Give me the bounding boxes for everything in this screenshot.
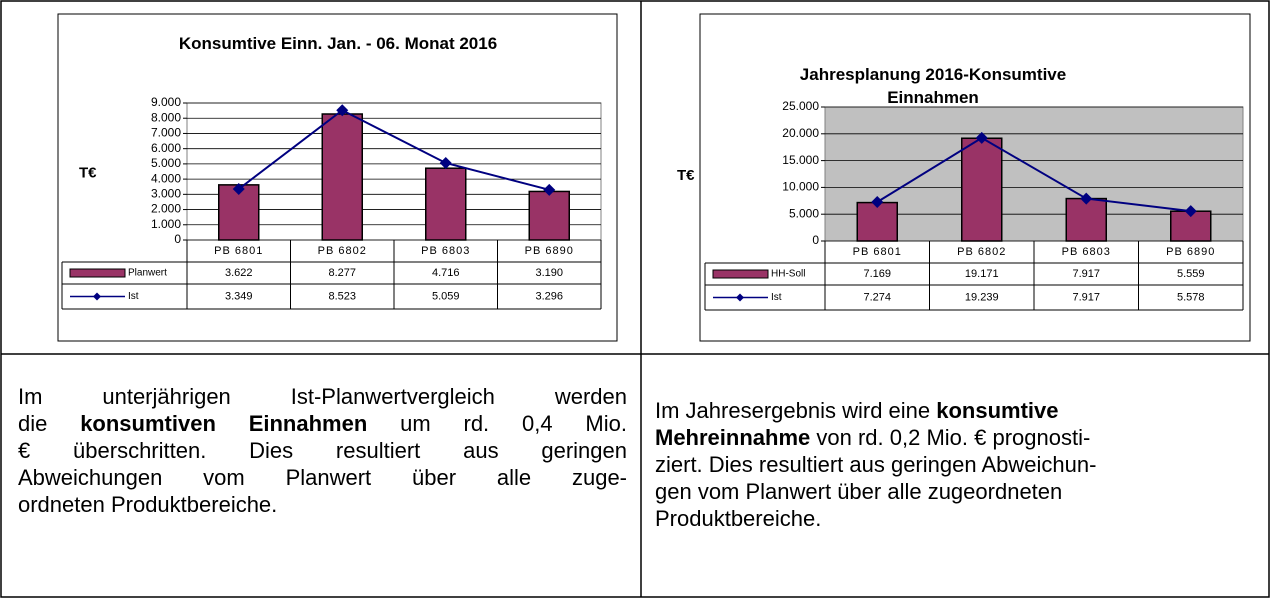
y-tick-label: 15.000: [782, 153, 819, 167]
chart-title: Jahresplanung 2016-Konsumtive Einnahmen: [799, 65, 1067, 107]
text: die: [18, 411, 81, 436]
data-label: 19.239: [965, 291, 999, 303]
category-label: PB 6890: [1166, 246, 1215, 258]
text: € überschritten. Dies resultiert aus ger…: [18, 438, 627, 463]
data-label: 7.274: [863, 291, 891, 303]
line-marker: [1080, 192, 1093, 205]
data-label: 7.917: [1072, 291, 1100, 303]
y-tick-label: 1.000: [151, 217, 181, 231]
y-tick-label: 0: [812, 233, 819, 247]
y-tick-label: 25.000: [782, 99, 819, 113]
text-line: ziert. Dies resultiert aus geringen Abwe…: [655, 451, 1255, 478]
text-line: Abweichungen vom Planwert über alle zuge…: [18, 464, 627, 491]
category-label: PB 6803: [421, 245, 470, 257]
y-tick-label: 0: [174, 232, 181, 246]
bold-text: konsumtiven Einnahmen: [80, 411, 368, 436]
text-line: Mehreinnahme von rd. 0,2 Mio. € prognost…: [655, 424, 1255, 451]
bar: [961, 137, 1003, 242]
legend-marker: [736, 293, 744, 302]
data-label: 8.277: [328, 267, 356, 279]
text: ziert. Dies resultiert aus geringen Abwe…: [655, 452, 1097, 477]
data-label: 3.296: [535, 290, 563, 302]
line-marker: [232, 183, 245, 196]
text-line: Im unterjährigen Ist-Planwertvergleich w…: [18, 383, 627, 410]
text-line: gen vom Planwert über alle zugeordneten: [655, 478, 1255, 505]
chart-title: Konsumtive Einn. Jan. - 06. Monat 2016: [178, 34, 498, 53]
data-label: 3.349: [225, 290, 253, 302]
line: [238, 109, 550, 191]
y-tick-label: 7.000: [151, 126, 181, 140]
text: gen vom Planwert über alle zugeordneten: [655, 479, 1063, 504]
y-tick-label: 6.000: [151, 141, 181, 155]
y-tick-label: 2.000: [151, 202, 181, 216]
data-label: 4.716: [432, 267, 460, 279]
data-label: 19.171: [965, 268, 999, 280]
category-label: PB 6801: [214, 245, 263, 257]
y-tick-label: 4.000: [151, 171, 181, 185]
data-label: 5.578: [1177, 291, 1205, 303]
line: [876, 136, 1191, 213]
text: Im Jahresergebnis wird eine: [655, 398, 937, 423]
category-label: PB 6890: [525, 245, 574, 257]
data-label: 3.190: [535, 267, 563, 279]
text-line: Im Jahresergebnis wird eine konsumtive: [655, 397, 1255, 424]
bar: [528, 190, 570, 241]
text-line: ordneten Produktbereiche.: [18, 491, 627, 518]
legend-label: Ist: [128, 291, 139, 302]
bar: [856, 201, 898, 242]
category-label: PB 6803: [1062, 246, 1111, 258]
text: Im unterjährigen Ist-Planwertvergleich w…: [18, 384, 627, 409]
data-label: 7.169: [863, 268, 891, 280]
text: von rd. 0,2 Mio. € prognosti-: [810, 425, 1091, 450]
left-paragraph: Im unterjährigen Ist-Planwertvergleich w…: [18, 383, 627, 518]
legend-marker: [93, 292, 101, 301]
bold-text: Mehreinnahme: [655, 425, 811, 450]
line-marker: [543, 183, 556, 196]
line-marker: [975, 131, 988, 144]
text-line: € überschritten. Dies resultiert aus ger…: [18, 437, 627, 464]
line-marker: [1184, 205, 1197, 218]
y-tick-label: 5.000: [151, 156, 181, 170]
line-marker: [871, 196, 884, 209]
right-paragraph: Im Jahresergebnis wird eine konsumtive Me…: [655, 397, 1255, 532]
text: um rd. 0,4 Mio.: [367, 411, 627, 436]
bold-text: konsumtive: [936, 398, 1059, 423]
category-label: PB 6801: [853, 246, 902, 258]
y-tick-label: 9.000: [151, 95, 181, 109]
category-label: PB 6802: [957, 246, 1006, 258]
text: ordneten Produktbereiche.: [18, 492, 278, 517]
bar: [425, 167, 467, 241]
y-axis-label: T€: [79, 164, 97, 181]
y-tick-label: 10.000: [782, 180, 819, 194]
data-label: 3.622: [225, 267, 253, 279]
legend-label: Ist: [771, 292, 782, 303]
data-label: 5.059: [432, 290, 460, 302]
y-axis-label: T€: [677, 167, 695, 184]
y-tick-label: 5.000: [789, 206, 819, 220]
y-tick-label: 3.000: [151, 187, 181, 201]
y-tick-label: 8.000: [151, 110, 181, 124]
line-marker: [336, 104, 349, 117]
legend-swatch: [712, 269, 769, 279]
bar: [1065, 197, 1107, 242]
legend-label: HH-Soll: [771, 269, 805, 280]
data-label: 5.559: [1177, 268, 1205, 280]
text-line: die konsumtiven Einnahmen um rd. 0,4 Mio…: [18, 410, 627, 437]
text-line: Produktbereiche.: [655, 505, 1255, 532]
legend-swatch: [69, 268, 126, 278]
text: Produktbereiche.: [655, 506, 822, 531]
line-marker: [439, 156, 452, 169]
category-label: PB 6802: [318, 245, 367, 257]
data-label: 7.917: [1072, 268, 1100, 280]
text: Abweichungen vom Planwert über alle zuge…: [18, 465, 627, 490]
y-tick-label: 20.000: [782, 126, 819, 140]
bar: [321, 113, 363, 241]
data-label: 8.523: [328, 290, 356, 302]
legend-label: Planwert: [128, 268, 167, 279]
